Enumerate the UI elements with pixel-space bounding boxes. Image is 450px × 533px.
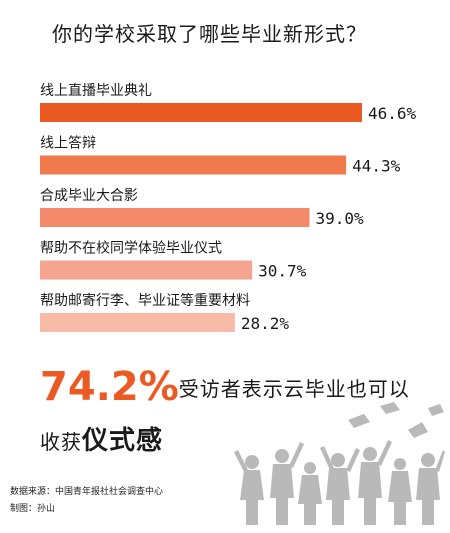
- highlight-text-1: 受访者表示云毕业也可以: [178, 377, 410, 401]
- highlight-text-2: 收获: [40, 430, 82, 454]
- chart-title: 你的学校采取了哪些毕业新形式？: [52, 22, 367, 46]
- bar-chart: 线上直播毕业典礼 46.6% 线上答辩 44.3% 合成毕业大合影 39.0% 帮助不在校同…: [40, 82, 417, 333]
- bar-category-label: 合成毕业大合影: [40, 188, 138, 204]
- person-silhouette-icon: [320, 446, 360, 525]
- bar-value-label: 28.2%: [241, 314, 290, 333]
- bar: [40, 208, 310, 227]
- footer: 数据来源：中国青年报社社会调查中心 制图：孙山: [10, 484, 163, 518]
- bar: [40, 313, 235, 332]
- highlight-line-2: 收获仪式感: [40, 420, 163, 457]
- person-silhouette-icon: [388, 458, 412, 525]
- highlight-emphasis: 仪式感: [82, 426, 164, 456]
- bar-category-label: 线上直播毕业典礼: [40, 82, 152, 99]
- highlight-number: 74.2%: [40, 364, 179, 410]
- bar: [40, 103, 362, 122]
- person-silhouette-icon: [298, 462, 322, 525]
- graduation-cap-icon: [380, 402, 400, 414]
- data-source: 数据来源：中国青年报社社会调查中心: [10, 487, 164, 497]
- bar-category-label: 帮助邮寄行李、毕业证等重要材料: [40, 292, 250, 309]
- graduation-cap-icon: [408, 422, 428, 438]
- graduation-cap-icon: [348, 414, 370, 428]
- bar: [40, 155, 347, 175]
- person-silhouette-icon: [234, 450, 264, 525]
- graduates-silhouette-illustration: [234, 402, 445, 525]
- bar-category-label: 帮助不在校同学体验毕业仪式: [40, 240, 222, 257]
- graduation-cap-icon: [428, 404, 444, 416]
- bar-value-label: 46.6%: [368, 104, 417, 123]
- bar: [40, 260, 253, 280]
- bar-category-label: 线上答辩: [40, 135, 96, 152]
- person-silhouette-icon: [358, 440, 392, 525]
- chart-maker: 制图：孙山: [10, 504, 56, 514]
- bar-value-label: 30.7%: [258, 262, 307, 281]
- person-silhouette-icon: [416, 450, 445, 525]
- person-silhouette-icon: [270, 442, 304, 525]
- highlight-line-1: 74.2%受访者表示云毕业也可以: [40, 364, 440, 410]
- bar-value-label: 39.0%: [315, 209, 364, 228]
- bar-value-label: 44.3%: [352, 157, 401, 176]
